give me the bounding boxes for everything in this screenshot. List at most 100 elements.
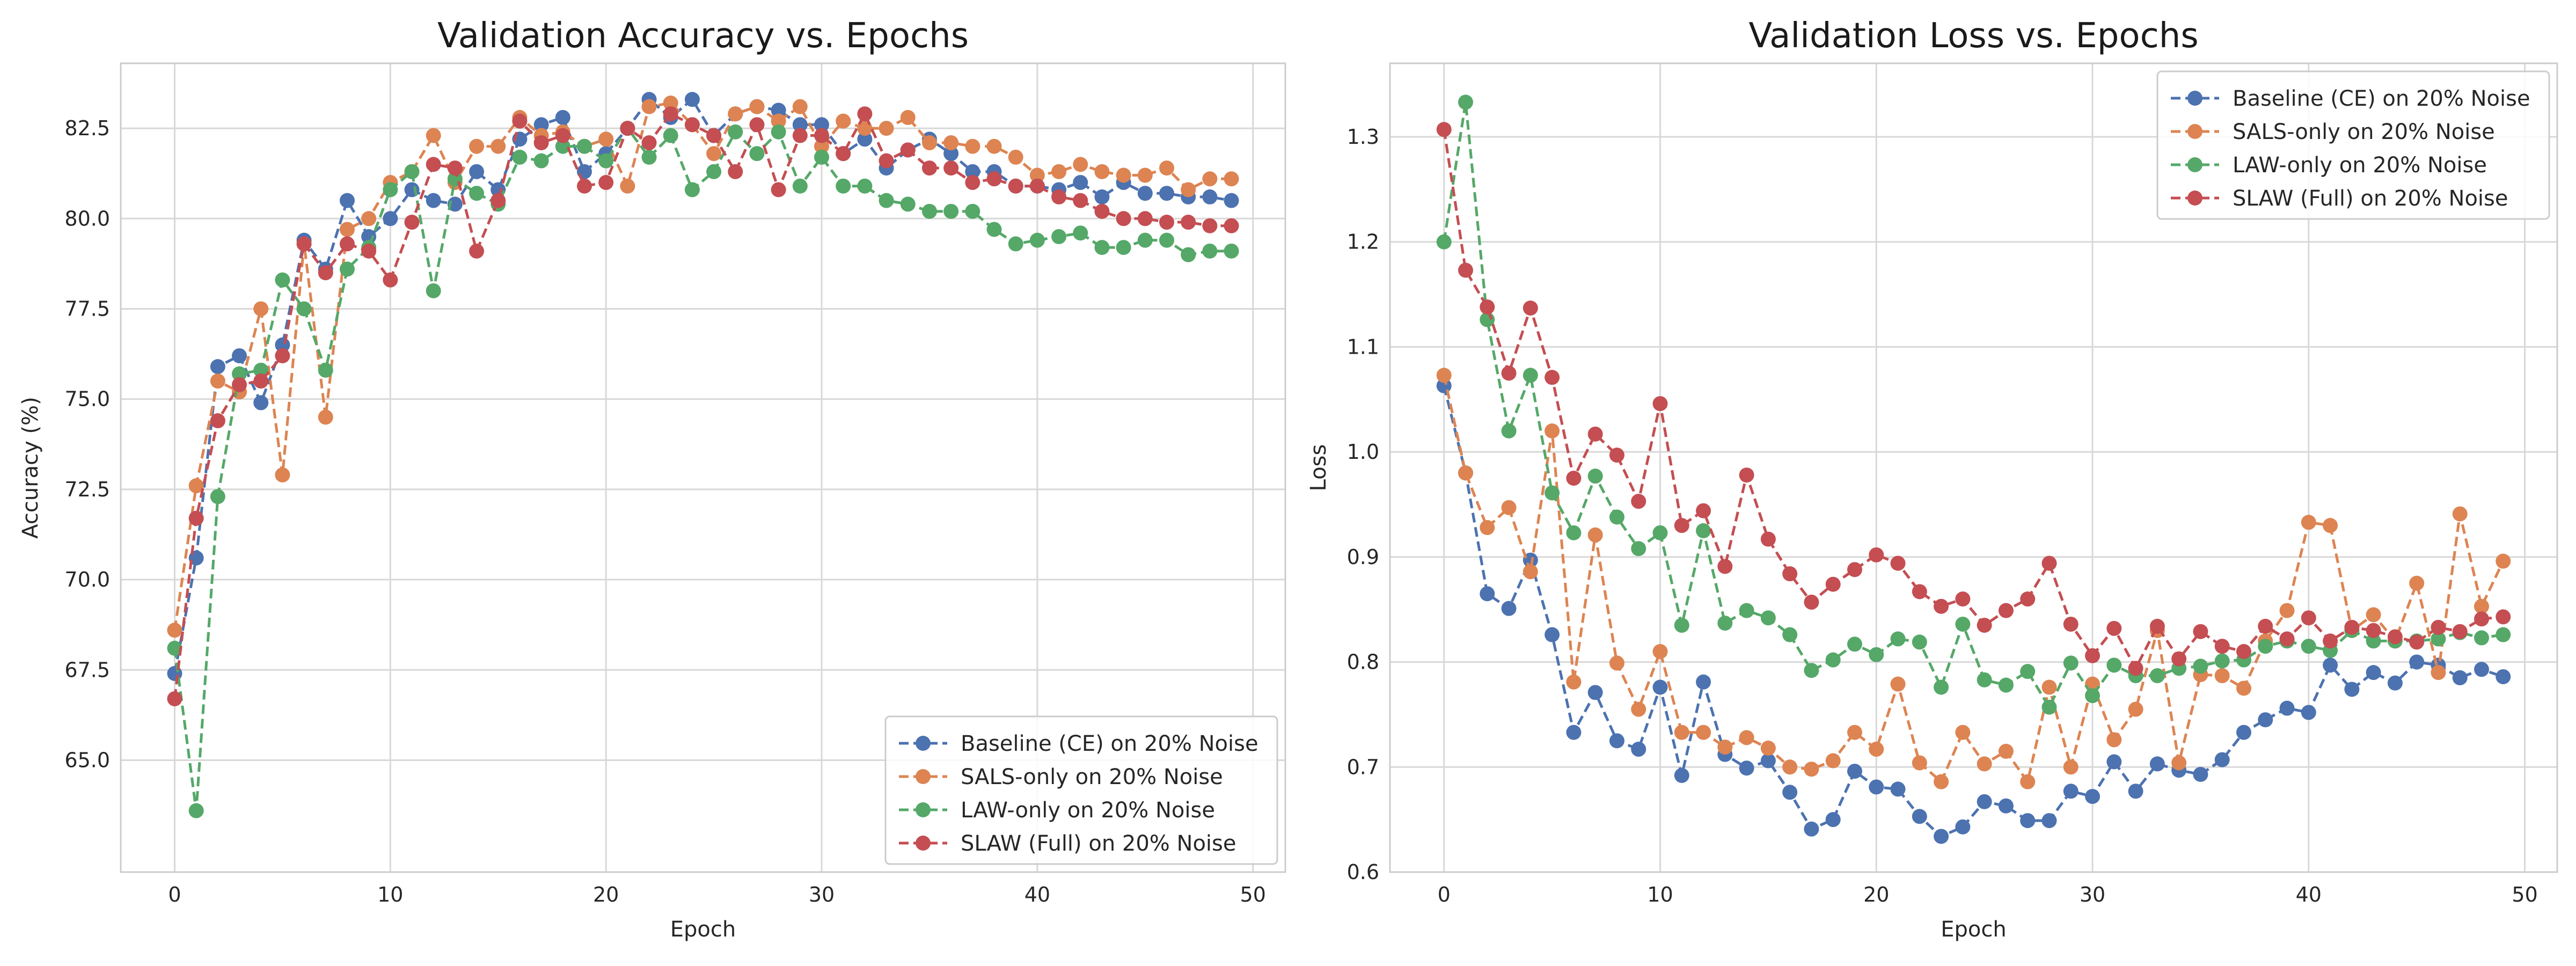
legend-item: SLAW (Full) on 20% Noise	[899, 831, 1236, 856]
legend-marker	[2187, 124, 2202, 139]
x-tick-label: 40	[2296, 883, 2322, 906]
data-point	[2258, 639, 2273, 654]
data-point	[1847, 764, 1862, 779]
data-point	[986, 171, 1002, 187]
data-point	[857, 106, 873, 122]
data-point	[533, 153, 549, 169]
data-point	[339, 261, 355, 277]
data-point	[2431, 619, 2446, 635]
legend-item: LAW-only on 20% Noise	[899, 798, 1215, 823]
data-point	[965, 203, 980, 219]
data-point	[2431, 631, 2446, 647]
data-point	[2366, 665, 2381, 680]
data-point	[1501, 365, 1517, 381]
y-tick-label: 1.0	[1347, 440, 1379, 464]
y-tick-label: 75.0	[64, 387, 110, 411]
data-point	[2020, 774, 2036, 789]
data-point	[1912, 755, 1927, 771]
data-point	[2085, 789, 2101, 804]
data-point	[1159, 215, 1174, 230]
data-point	[1804, 663, 1819, 678]
data-point	[900, 142, 916, 158]
data-point	[1631, 541, 1646, 557]
data-point	[2496, 669, 2511, 684]
data-point	[792, 117, 808, 133]
data-point	[1094, 203, 1110, 219]
series-line	[1443, 102, 2504, 710]
y-tick-label: 70.0	[64, 568, 110, 591]
y-tick-label: 77.5	[64, 297, 110, 320]
x-tick-label: 0	[168, 883, 181, 906]
data-point	[2279, 603, 2295, 618]
legend-item: Baseline (CE) on 20% Noise	[2171, 86, 2530, 111]
data-point	[749, 99, 765, 114]
data-point	[1782, 759, 1798, 775]
data-point	[900, 196, 916, 212]
data-point	[426, 128, 441, 143]
x-tick-label: 10	[1647, 883, 1673, 906]
data-point	[1609, 733, 1624, 749]
data-point	[1480, 520, 1495, 536]
data-point	[2020, 591, 2036, 607]
data-point	[2106, 732, 2122, 748]
data-point	[1137, 211, 1153, 226]
data-point	[2128, 661, 2143, 676]
data-point	[836, 178, 851, 194]
data-point	[2106, 657, 2122, 673]
chart-panel-1: 0 10 20 30 40 50 65.0 67.5 70.0 72.5 75.0 77.5 80.0 8…	[18, 16, 1286, 942]
data-point	[275, 272, 290, 288]
legend-box	[884, 715, 1278, 865]
data-point	[2474, 662, 2490, 677]
data-point	[2366, 607, 2381, 623]
data-point	[836, 113, 851, 129]
data-point	[1869, 779, 1884, 795]
data-point	[1202, 171, 1218, 187]
data-point	[1912, 809, 1927, 824]
data-point	[1998, 743, 2014, 759]
data-point	[426, 193, 441, 208]
data-point	[2149, 619, 2165, 634]
data-point	[620, 121, 635, 136]
data-point	[555, 109, 570, 125]
data-point	[1674, 518, 1689, 533]
data-point	[318, 409, 333, 425]
data-point	[1696, 523, 1711, 538]
data-point	[1073, 225, 1088, 241]
y-tick-label: 0.9	[1347, 545, 1379, 569]
data-point	[296, 236, 312, 252]
data-point	[188, 510, 204, 526]
data-point	[2496, 553, 2511, 569]
data-point	[1137, 232, 1153, 248]
data-point	[1587, 469, 1603, 484]
data-point	[555, 138, 570, 154]
data-point	[879, 193, 894, 208]
data-point	[253, 301, 269, 317]
x-tick-label: 20	[593, 883, 619, 906]
data-point	[2474, 630, 2490, 646]
data-point	[1609, 448, 1624, 463]
data-point	[2106, 754, 2122, 770]
data-point	[1566, 674, 1582, 690]
data-point	[318, 265, 333, 281]
data-point	[2128, 784, 2143, 799]
data-point	[598, 153, 614, 169]
data-point	[771, 182, 786, 197]
data-point	[1436, 368, 1452, 383]
y-tick-label: 67.5	[64, 658, 110, 682]
series-3	[167, 121, 1239, 818]
data-point	[2041, 699, 2057, 715]
data-point	[1631, 701, 1646, 717]
data-point	[921, 135, 937, 151]
data-point	[469, 186, 485, 201]
data-point	[296, 301, 312, 317]
data-point	[965, 175, 980, 191]
data-point	[1825, 652, 1841, 668]
legend-label: SALS-only on 20% Noise	[961, 765, 1223, 789]
data-point	[339, 193, 355, 208]
data-point	[1202, 189, 1218, 204]
data-point	[1890, 631, 1906, 647]
x-tick-label: 0	[1438, 883, 1451, 906]
data-point	[1116, 240, 1131, 255]
y-tick-label: 0.7	[1347, 755, 1379, 779]
data-point	[1458, 94, 1473, 110]
